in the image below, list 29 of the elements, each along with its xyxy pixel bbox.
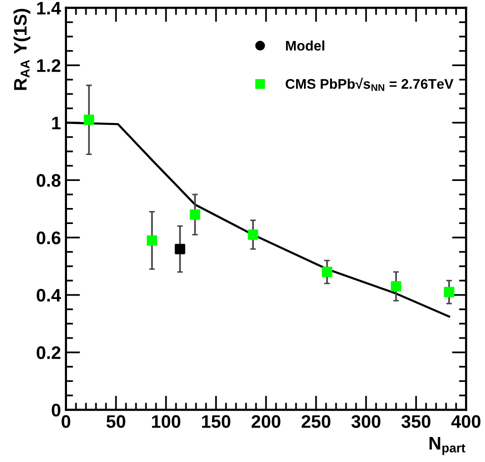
- point: [322, 266, 332, 278]
- x-tick-label: 350: [401, 415, 430, 428]
- x-tick-label: 0: [62, 415, 70, 428]
- y-tick-label: 0: [52, 404, 60, 417]
- legend-label: CMS PbPb√s$_{NN}$ = 2.76TeV: [286, 78, 454, 91]
- x-axis-title: N$_{part}$: [430, 437, 466, 455]
- x-tick-label: 200: [252, 415, 280, 428]
- point: [248, 229, 258, 240]
- legend-label: Model: [286, 40, 324, 51]
- point: [174, 244, 186, 254]
- y-tick-label: 1: [52, 116, 61, 130]
- x-tick-label: 150: [202, 415, 230, 428]
- y-tick-label: 1.2: [37, 59, 60, 72]
- x-tick-label: 300: [351, 415, 380, 428]
- y-tick-label: 0.4: [36, 288, 62, 302]
- y-axis-title: R$_{AA}$ Υ(1S): [13, 8, 30, 90]
- x-tick-label: 50: [106, 415, 126, 428]
- point: [444, 286, 454, 298]
- point: [390, 281, 402, 292]
- x-tick-label: 250: [302, 415, 330, 428]
- point: [84, 114, 94, 126]
- y-tick-label: 0.2: [36, 346, 60, 360]
- point: [190, 209, 200, 220]
- x-tick-label: 100: [152, 415, 180, 428]
- y-tick-label: 1.4: [37, 2, 62, 14]
- x-tick-label: 400: [451, 415, 480, 428]
- y-tick-label: 0.8: [36, 174, 61, 187]
- point: [146, 235, 158, 246]
- y-tick-label: 0.6: [36, 231, 60, 244]
